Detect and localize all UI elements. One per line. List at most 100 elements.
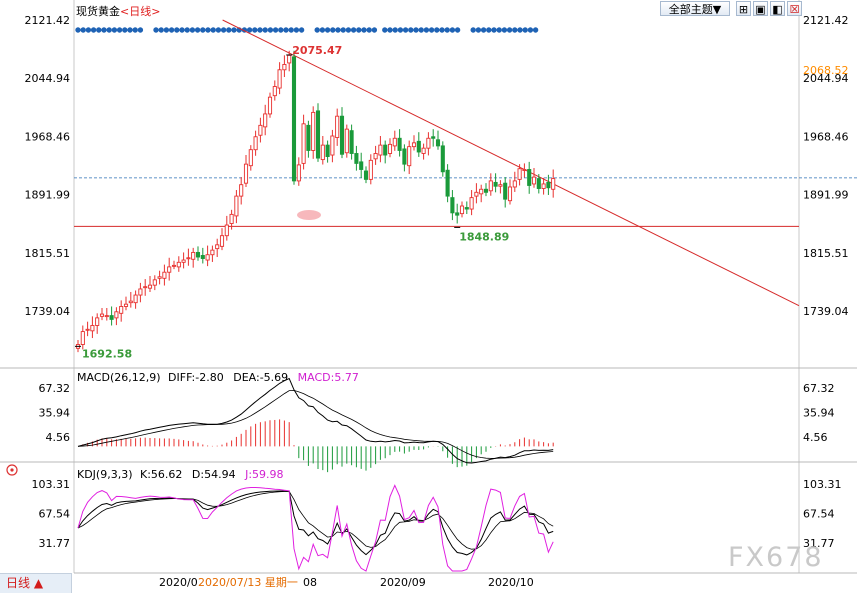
event-dot[interactable]	[298, 27, 305, 33]
event-dot[interactable]	[132, 27, 138, 33]
candle[interactable]	[171, 264, 177, 267]
event-dot[interactable]	[85, 27, 92, 33]
candle[interactable]	[90, 325, 95, 332]
candle[interactable]	[359, 161, 364, 170]
event-dot[interactable]	[517, 27, 523, 33]
event-dot[interactable]	[522, 27, 528, 33]
event-dot[interactable]	[532, 27, 539, 33]
period-prev-arrow[interactable]: <	[120, 5, 130, 18]
event-dot[interactable]	[470, 27, 476, 33]
event-dot[interactable]	[278, 27, 284, 33]
event-dot[interactable]	[444, 27, 450, 33]
event-dot[interactable]	[382, 27, 388, 33]
candle[interactable]	[383, 144, 388, 156]
candle[interactable]	[291, 56, 297, 182]
event-dot[interactable]	[527, 27, 534, 33]
event-dot[interactable]	[116, 27, 123, 33]
candle[interactable]	[531, 176, 537, 185]
candle[interactable]	[296, 164, 301, 182]
event-dot[interactable]	[137, 27, 144, 33]
period-next-arrow[interactable]: >	[151, 5, 161, 18]
candle[interactable]	[411, 142, 417, 148]
event-dot[interactable]	[106, 27, 112, 33]
event-dot[interactable]	[252, 27, 258, 33]
candle[interactable]	[181, 259, 186, 263]
event-dot[interactable]	[496, 27, 502, 33]
event-dot[interactable]	[371, 27, 378, 33]
event-dot[interactable]	[506, 27, 513, 33]
candle[interactable]	[267, 96, 273, 115]
candle[interactable]	[546, 181, 551, 189]
event-dot[interactable]	[111, 27, 118, 33]
event-dot[interactable]	[210, 27, 216, 33]
candle[interactable]	[507, 186, 513, 202]
event-dot[interactable]	[205, 27, 211, 33]
event-dot[interactable]	[272, 27, 279, 33]
event-dot[interactable]	[101, 27, 107, 33]
candle[interactable]	[474, 191, 479, 197]
event-dot[interactable]	[179, 27, 185, 33]
candle[interactable]	[541, 183, 546, 189]
event-dot[interactable]	[439, 27, 445, 33]
event-dot[interactable]	[428, 27, 435, 33]
event-dot[interactable]	[486, 27, 492, 33]
candle[interactable]	[402, 148, 407, 165]
event-dot[interactable]	[512, 27, 518, 33]
candle[interactable]	[483, 188, 489, 193]
candle[interactable]	[311, 111, 316, 151]
event-dot[interactable]	[283, 27, 289, 33]
event-dot[interactable]	[288, 27, 294, 33]
candle[interactable]	[167, 266, 172, 273]
candle[interactable]	[272, 86, 277, 97]
candle[interactable]	[373, 153, 378, 160]
event-dot[interactable]	[480, 27, 487, 33]
candle[interactable]	[210, 249, 215, 256]
candle[interactable]	[498, 184, 503, 187]
event-dot[interactable]	[330, 27, 336, 33]
event-dot[interactable]	[423, 27, 430, 33]
event-dot[interactable]	[127, 27, 133, 33]
candle[interactable]	[363, 170, 369, 180]
event-dot[interactable]	[340, 27, 346, 33]
event-dot[interactable]	[413, 27, 419, 33]
event-dot[interactable]	[262, 27, 268, 33]
event-dot[interactable]	[75, 27, 81, 33]
candle[interactable]	[378, 144, 383, 156]
event-dot[interactable]	[158, 27, 164, 33]
candle[interactable]	[450, 197, 455, 214]
candle[interactable]	[455, 212, 460, 216]
event-dot[interactable]	[153, 27, 159, 33]
candle[interactable]	[421, 147, 426, 154]
candle[interactable]	[325, 144, 330, 157]
candle[interactable]	[162, 271, 167, 279]
event-dot[interactable]	[174, 27, 180, 33]
candle[interactable]	[440, 145, 445, 173]
candle[interactable]	[464, 207, 469, 210]
candle[interactable]	[349, 130, 354, 154]
candle[interactable]	[195, 251, 201, 258]
candle[interactable]	[239, 184, 244, 197]
window-icon[interactable]: ▣	[753, 1, 768, 16]
candle[interactable]	[339, 115, 345, 155]
period-label[interactable]: 日线	[129, 5, 152, 18]
candle[interactable]	[114, 311, 119, 319]
candle[interactable]	[99, 313, 105, 317]
event-dot[interactable]	[361, 27, 367, 33]
event-dot[interactable]	[257, 27, 263, 33]
event-dot[interactable]	[501, 27, 508, 33]
candle[interactable]	[234, 195, 239, 217]
candle[interactable]	[123, 303, 129, 307]
candle[interactable]	[109, 315, 114, 320]
event-dot[interactable]	[184, 27, 190, 33]
candle[interactable]	[488, 180, 493, 192]
candle[interactable]	[157, 276, 162, 279]
event-dot[interactable]	[314, 27, 320, 33]
candle[interactable]	[301, 123, 306, 164]
candle[interactable]	[445, 169, 450, 197]
event-dot[interactable]	[122, 27, 128, 33]
event-dot[interactable]	[350, 27, 357, 33]
candle[interactable]	[243, 163, 249, 184]
candle[interactable]	[330, 135, 335, 156]
candle[interactable]	[248, 149, 253, 167]
candle[interactable]	[205, 254, 210, 261]
